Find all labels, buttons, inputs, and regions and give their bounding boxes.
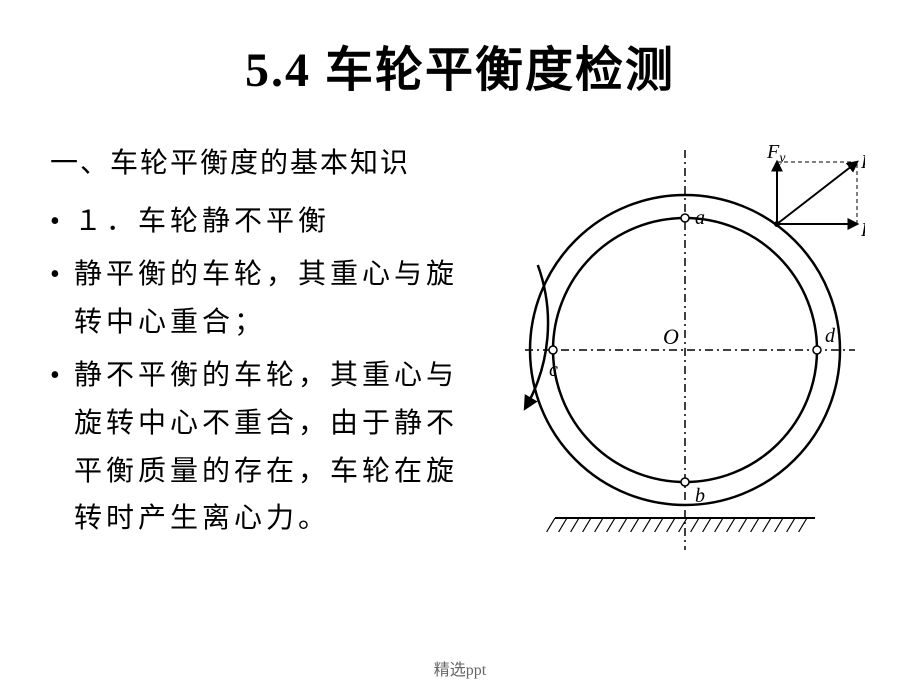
content-row: 一、车轮平衡度的基本知识 １．车轮静不平衡 静平衡的车轮，其重心与旋转中心重合；…	[50, 140, 870, 560]
list-item: 静不平衡的车轮，其重心与旋转中心不重合，由于静不平衡质量的存在，车轮在旋转时产生…	[50, 352, 480, 542]
svg-text:d: d	[825, 325, 836, 347]
list-item: １．车轮静不平衡	[50, 198, 480, 246]
diagram-column: Oa b c d F Fy Fx	[500, 140, 870, 560]
svg-text:Fy: Fy	[766, 141, 786, 166]
slide-footer: 精选ppt	[0, 656, 920, 680]
list-item: 静平衡的车轮，其重心与旋转中心重合；	[50, 251, 480, 346]
bullet-list: １．车轮静不平衡 静平衡的车轮，其重心与旋转中心重合； 静不平衡的车轮，其重心与…	[50, 198, 480, 543]
svg-text:c: c	[549, 359, 558, 381]
slide-title: 5.4 车轮平衡度检测	[50, 30, 870, 100]
svg-text:b: b	[695, 485, 705, 507]
svg-text:F: F	[860, 151, 865, 173]
svg-text:Fx: Fx	[860, 219, 865, 244]
svg-text:O: O	[663, 324, 679, 349]
svg-text:a: a	[695, 207, 705, 229]
wheel-balance-diagram: Oa b c d F Fy Fx	[505, 140, 865, 560]
section-heading: 一、车轮平衡度的基本知识	[50, 140, 480, 188]
text-column: 一、车轮平衡度的基本知识 １．车轮静不平衡 静平衡的车轮，其重心与旋转中心重合；…	[50, 140, 480, 560]
